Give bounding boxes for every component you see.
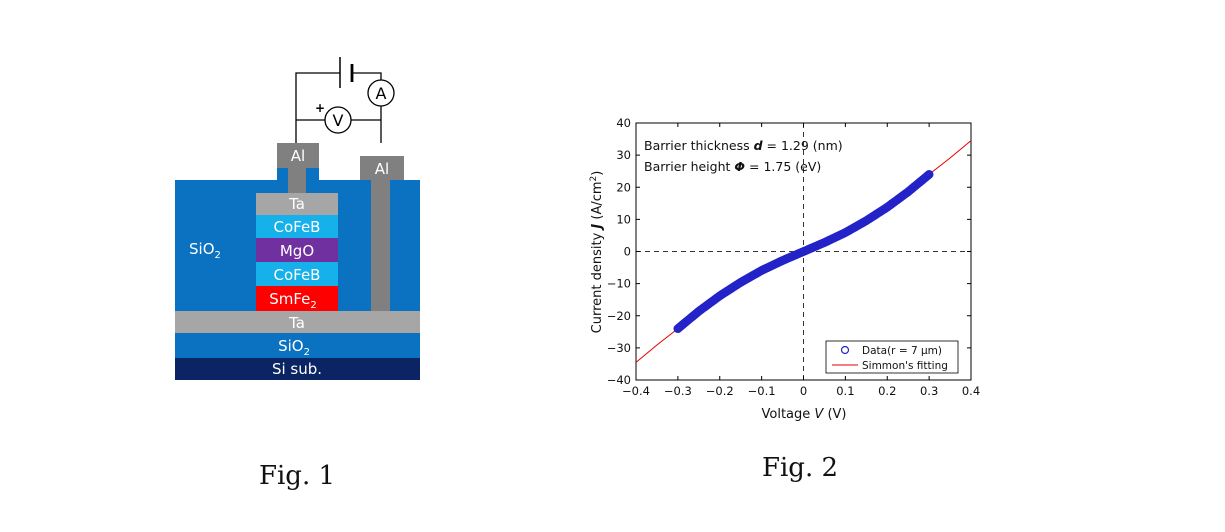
barrier-height-annotation: Barrier height Φ = 1.75 (eV) bbox=[644, 159, 821, 174]
y-axis-label: Current density J (A/cm2) bbox=[589, 171, 605, 334]
layer-cofeb-top-label: CoFeB bbox=[274, 218, 321, 236]
y-tick-label: 30 bbox=[616, 148, 631, 162]
layer-smfe2 bbox=[256, 286, 338, 311]
al-via-right bbox=[371, 178, 390, 320]
y-tick-label: −40 bbox=[607, 373, 631, 387]
layer-ta-bottom-label: Ta bbox=[288, 314, 305, 332]
y-tick-label: −30 bbox=[607, 341, 631, 355]
y-tick-label: 0 bbox=[624, 245, 631, 259]
al-right-label: Al bbox=[375, 160, 389, 178]
layer-mgo bbox=[256, 238, 338, 262]
sio2-side-label: SiO2 bbox=[189, 240, 221, 261]
layer-sio2-bottom-label: SiO2 bbox=[278, 337, 310, 358]
circuit-wires bbox=[295, 72, 382, 143]
layer-smfe2-label: SmFe2 bbox=[269, 290, 317, 311]
x-tick-label: 0.3 bbox=[920, 384, 938, 398]
fig1-device-diagram: A V + Al Al Ta CoFeB MgO CoFeB SmFe2 Ta bbox=[175, 57, 420, 380]
layer-cofeb-bottom-label: CoFeB bbox=[274, 266, 321, 284]
x-tick-label: 0 bbox=[800, 384, 807, 398]
legend-marker-data bbox=[840, 345, 850, 355]
x-tick-label: −0.4 bbox=[622, 384, 650, 398]
x-tick-label: 0.4 bbox=[962, 384, 980, 398]
al-left-label: Al bbox=[291, 147, 305, 165]
layer-ta-top bbox=[256, 193, 338, 215]
voltmeter-icon: V + bbox=[315, 101, 352, 134]
x-tick-label: −0.3 bbox=[664, 384, 692, 398]
x-tick-label: −0.1 bbox=[748, 384, 776, 398]
al-pad-left bbox=[277, 143, 319, 168]
fig1-caption: Fig. 1 bbox=[259, 461, 335, 491]
y-tick-label: −20 bbox=[607, 309, 631, 323]
data-point bbox=[924, 170, 934, 179]
axis-ticks: −0.4 −0.3 −0.2 −0.1 0 0.1 0.2 0.3 0.4 −40 −30 −20 −1… bbox=[607, 116, 980, 398]
legend-label-data: Data(r = 7 μm) bbox=[862, 345, 942, 357]
layer-ta-bottom bbox=[175, 311, 420, 333]
x-axis-label: Voltage V (V) bbox=[762, 407, 847, 422]
layer-cofeb-bottom bbox=[256, 262, 338, 286]
al-pad-right bbox=[360, 156, 404, 180]
voltmeter-label: V bbox=[333, 111, 344, 130]
layer-mgo-label: MgO bbox=[280, 242, 314, 260]
x-tick-label: −0.2 bbox=[706, 384, 734, 398]
y-tick-label: 40 bbox=[616, 116, 631, 130]
legend-box bbox=[825, 340, 959, 374]
ammeter-icon: A bbox=[367, 79, 395, 107]
battery-icon bbox=[339, 57, 354, 88]
layer-ta-top-label: Ta bbox=[288, 195, 305, 213]
layer-si-substrate-label: Si sub. bbox=[272, 360, 322, 378]
ammeter-label: A bbox=[376, 84, 387, 103]
layer-si-substrate bbox=[175, 358, 420, 380]
legend: Data(r = 7 μm) Simmon's fitting bbox=[825, 340, 959, 374]
legend-label-fit: Simmon's fitting bbox=[862, 360, 948, 372]
x-tick-label: 0.1 bbox=[836, 384, 854, 398]
y-tick-label: 20 bbox=[616, 180, 631, 194]
y-tick-label: −10 bbox=[607, 277, 631, 291]
fig2-jv-chart: −0.4 −0.3 −0.2 −0.1 0 0.1 0.2 0.3 0.4 −40 −30 −20 −1… bbox=[589, 116, 980, 422]
x-tick-label: 0.2 bbox=[878, 384, 896, 398]
data-layer bbox=[673, 170, 934, 334]
barrier-thickness-annotation: Barrier thickness d = 1.29 (nm) bbox=[644, 138, 843, 153]
voltmeter-plus-sign: + bbox=[315, 101, 325, 115]
al-via-left bbox=[288, 165, 306, 193]
layer-sio2-bottom bbox=[175, 333, 420, 358]
layer-cofeb-top bbox=[256, 215, 338, 238]
fig2-caption: Fig. 2 bbox=[762, 453, 838, 483]
y-tick-label: 10 bbox=[616, 212, 631, 226]
